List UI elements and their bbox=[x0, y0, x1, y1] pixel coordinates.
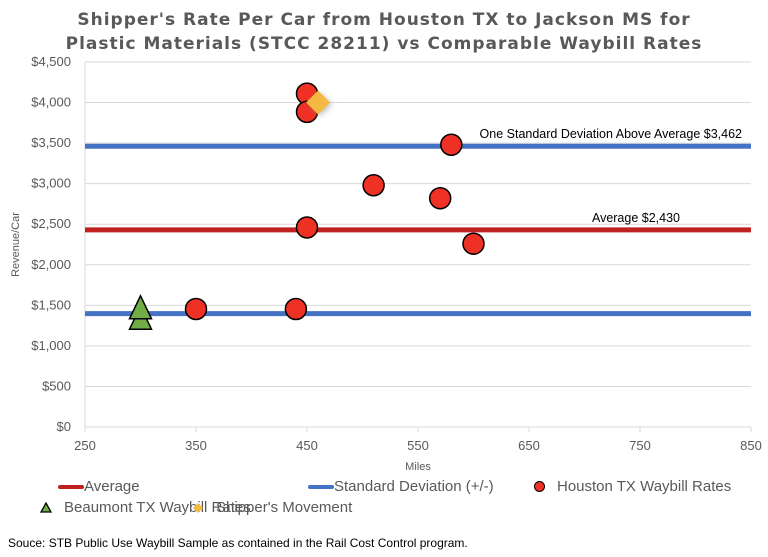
circle-marker-icon bbox=[534, 481, 545, 492]
legend-houston: Houston TX Waybill Rates bbox=[534, 478, 731, 495]
reference-annotation: Average $2,430 bbox=[592, 211, 680, 225]
y-tick-label: $3,000 bbox=[31, 176, 71, 191]
y-tick-label: $2,000 bbox=[31, 257, 71, 272]
diamond-marker-icon bbox=[193, 502, 203, 513]
chart-title: Shipper's Rate Per Car from Houston TX t… bbox=[0, 8, 768, 56]
x-tick-label: 650 bbox=[518, 438, 540, 453]
houston-data-point bbox=[428, 187, 452, 210]
x-tick-label: 350 bbox=[185, 438, 207, 453]
x-axis-label: Miles bbox=[405, 461, 431, 473]
y-tick-label: $0 bbox=[57, 419, 71, 434]
reference-annotation: One Standard Deviation Above Average $3,… bbox=[480, 127, 743, 141]
y-tick-label: $2,500 bbox=[31, 216, 71, 231]
y-axis-label: Revenue/Car bbox=[10, 212, 22, 277]
legend-label: Standard Deviation (+/-) bbox=[334, 478, 494, 495]
houston-data-point bbox=[462, 232, 485, 255]
x-tick-label: 450 bbox=[296, 438, 318, 453]
x-tick-label: 750 bbox=[629, 438, 651, 453]
houston-data-point bbox=[440, 133, 463, 156]
average-line-swatch bbox=[58, 484, 84, 489]
legend-label: Houston TX Waybill Rates bbox=[557, 478, 732, 495]
shipper-data-point bbox=[306, 90, 331, 115]
x-tick-label: 250 bbox=[74, 438, 96, 453]
legend-average: Average bbox=[58, 478, 140, 495]
legend-std-dev: Standard Deviation (+/-) bbox=[308, 478, 494, 495]
title-line-1: Shipper's Rate Per Car from Houston TX t… bbox=[77, 10, 691, 30]
houston-data-point bbox=[284, 297, 308, 321]
y-tick-label: $1,500 bbox=[31, 297, 71, 312]
x-tick-label: 550 bbox=[407, 438, 429, 453]
houston-data-point bbox=[362, 174, 385, 197]
y-tick-label: $4,000 bbox=[31, 95, 71, 110]
x-tick-label: 850 bbox=[740, 438, 762, 453]
std-dev-line-swatch bbox=[308, 484, 334, 489]
y-tick-label: $500 bbox=[42, 378, 71, 393]
y-tick-label: $4,500 bbox=[31, 54, 71, 69]
source-note: Souce: STB Public Use Waybill Sample as … bbox=[8, 536, 468, 550]
legend-label: Shipper's Movement bbox=[216, 499, 353, 516]
y-tick-label: $3,500 bbox=[31, 135, 71, 150]
legend-label: Average bbox=[84, 478, 140, 495]
houston-data-point bbox=[295, 216, 319, 239]
legend-shipper: Shipper's Movement bbox=[192, 499, 352, 516]
triangle-marker-icon bbox=[40, 502, 52, 513]
beaumont-data-point bbox=[128, 294, 153, 320]
legend-beaumont: Beaumont TX Waybill Rates bbox=[40, 499, 251, 516]
title-line-2: Plastic Materials (STCC 28211) vs Compar… bbox=[65, 34, 703, 54]
y-tick-label: $1,000 bbox=[31, 338, 71, 353]
legend-label: Beaumont TX Waybill Rates bbox=[64, 499, 251, 516]
houston-data-point bbox=[184, 297, 208, 321]
